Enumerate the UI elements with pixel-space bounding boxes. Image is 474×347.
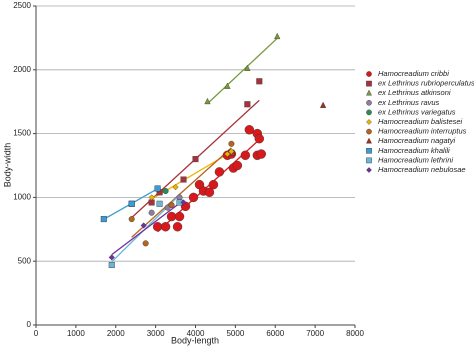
point bbox=[192, 156, 199, 163]
point bbox=[204, 187, 215, 197]
point bbox=[254, 134, 264, 144]
legend-marker bbox=[366, 157, 372, 164]
x-axis-label: Body-length bbox=[171, 335, 219, 345]
legend-label: Hamocreadium nagatyi bbox=[378, 136, 455, 145]
point bbox=[128, 216, 135, 223]
legend-label: ex Lethrinus rubrioperculatus bbox=[378, 79, 474, 88]
x-tick-label: 4000 bbox=[187, 329, 205, 338]
point bbox=[256, 78, 263, 85]
point bbox=[156, 200, 163, 207]
point bbox=[100, 216, 107, 223]
y-tick-label: 0 bbox=[27, 320, 32, 329]
legend-marker bbox=[366, 137, 372, 144]
point bbox=[319, 101, 327, 108]
point bbox=[166, 211, 177, 222]
y-tick-label: 500 bbox=[18, 256, 32, 265]
y-tick-label: 1500 bbox=[13, 129, 31, 138]
point bbox=[148, 199, 155, 206]
point bbox=[176, 194, 183, 201]
point bbox=[108, 254, 115, 261]
trend-line bbox=[207, 37, 278, 105]
legend-label: Hamocreadium khalili bbox=[378, 146, 450, 155]
point bbox=[188, 192, 199, 203]
point bbox=[148, 209, 155, 216]
legend-label: Hamocreadium lethrini bbox=[378, 155, 453, 164]
legend-label: Hamocreadium interruptus bbox=[378, 127, 467, 136]
legend-marker bbox=[366, 128, 372, 135]
point bbox=[172, 184, 179, 191]
legend-label: ex Lethrinus atkinsoni bbox=[378, 88, 451, 97]
point bbox=[204, 97, 211, 105]
point bbox=[128, 200, 135, 207]
point bbox=[244, 125, 255, 135]
legend-label: ex Lethrinus ravus bbox=[378, 98, 440, 107]
point bbox=[232, 160, 243, 171]
legend-label: ex Lethrinus variegatus bbox=[378, 107, 456, 116]
point bbox=[228, 140, 235, 147]
legend-label: Hamocreadium balistesei bbox=[378, 117, 463, 126]
trend-line bbox=[111, 199, 184, 256]
point bbox=[180, 176, 187, 183]
point bbox=[168, 202, 175, 209]
y-tick-label: 2500 bbox=[13, 1, 31, 10]
point bbox=[228, 148, 235, 155]
legend-label: Hamocreadium nebulosae bbox=[378, 165, 466, 174]
x-tick-label: 2000 bbox=[107, 329, 125, 338]
point bbox=[214, 167, 225, 177]
trend-line bbox=[131, 147, 232, 238]
point bbox=[180, 199, 187, 206]
point bbox=[162, 188, 169, 195]
legend-marker bbox=[366, 89, 372, 96]
legend-marker bbox=[366, 109, 372, 116]
legend-marker bbox=[366, 71, 372, 77]
legend-marker bbox=[366, 119, 372, 125]
point bbox=[256, 149, 266, 159]
legend-marker bbox=[366, 147, 372, 154]
legend-marker bbox=[366, 100, 372, 106]
point bbox=[154, 185, 161, 192]
x-tick-label: 6000 bbox=[266, 329, 284, 338]
point bbox=[240, 150, 251, 160]
y-tick-label: 2000 bbox=[13, 65, 31, 74]
point bbox=[224, 150, 231, 158]
x-tick-label: 5000 bbox=[226, 329, 244, 338]
point bbox=[152, 222, 163, 232]
x-tick-label: 3000 bbox=[147, 329, 165, 338]
y-axis-label: Body-width bbox=[2, 143, 12, 188]
point bbox=[224, 82, 231, 89]
x-tick-label: 0 bbox=[34, 329, 39, 338]
point bbox=[208, 179, 219, 190]
point bbox=[140, 222, 147, 229]
y-tick-label: 1000 bbox=[13, 193, 31, 202]
point bbox=[108, 262, 115, 269]
legend-marker bbox=[366, 167, 372, 173]
point bbox=[244, 101, 251, 108]
x-tick-label: 7000 bbox=[306, 329, 324, 338]
legend-marker bbox=[366, 80, 372, 87]
legend-label: Hamocreadium cribbi bbox=[378, 69, 449, 78]
x-tick-label: 8000 bbox=[346, 329, 364, 338]
point bbox=[148, 194, 155, 201]
point bbox=[172, 222, 183, 232]
point bbox=[244, 64, 251, 71]
point bbox=[274, 32, 281, 40]
point bbox=[174, 211, 185, 222]
point bbox=[160, 222, 171, 232]
point bbox=[142, 240, 149, 247]
x-tick-label: 1000 bbox=[67, 329, 85, 338]
